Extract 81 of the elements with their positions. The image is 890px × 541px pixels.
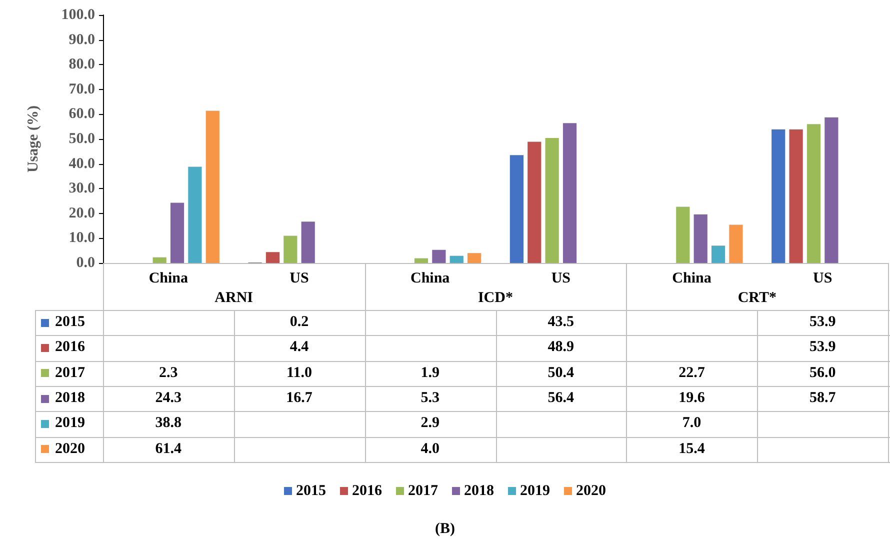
y-tick-label: 60.0 bbox=[68, 106, 95, 122]
bar bbox=[824, 117, 838, 263]
data-label: 19.6 bbox=[678, 389, 706, 408]
bar bbox=[528, 142, 542, 263]
x-tick-label: China bbox=[148, 270, 189, 286]
bar bbox=[729, 224, 743, 263]
data-label: 2.3 bbox=[158, 364, 179, 383]
data-label: 11.0 bbox=[286, 364, 313, 383]
data-label: 1.9 bbox=[420, 364, 440, 383]
data-label: 4.0 bbox=[420, 440, 440, 459]
bar bbox=[206, 110, 220, 263]
data-label: 43.5 bbox=[546, 313, 576, 332]
bar bbox=[414, 258, 428, 263]
bar bbox=[152, 257, 166, 263]
data-label: 56.4 bbox=[546, 389, 576, 408]
y-tick-label: 10.0 bbox=[68, 230, 95, 246]
legend-label: 2017 bbox=[55, 364, 85, 382]
x-tick-label: US bbox=[290, 270, 309, 286]
bar bbox=[468, 253, 482, 263]
bar bbox=[806, 124, 821, 263]
data-label: 38.8 bbox=[154, 414, 183, 434]
bar bbox=[772, 129, 786, 263]
data-label: 61.4 bbox=[154, 440, 183, 459]
text: (B) bbox=[434, 520, 456, 538]
legend-label: 2015 bbox=[55, 314, 85, 332]
bar bbox=[301, 222, 315, 263]
bar bbox=[789, 129, 803, 263]
data-label: 48.9 bbox=[546, 338, 576, 358]
text: 2020 bbox=[576, 482, 606, 498]
data-label: 0.2 bbox=[288, 313, 310, 332]
legend-label: 2018 bbox=[55, 390, 85, 408]
text: 2019 bbox=[520, 482, 550, 498]
bar bbox=[676, 206, 690, 263]
bar bbox=[545, 138, 559, 263]
x-tick-label: US bbox=[812, 270, 832, 286]
data-label: 5.3 bbox=[420, 389, 440, 408]
y-tick-label: 0.0 bbox=[76, 255, 95, 271]
bar bbox=[432, 250, 446, 263]
data-label: 4.4 bbox=[288, 338, 310, 358]
x-tick-label: China bbox=[410, 270, 450, 286]
data-label: 16.7 bbox=[285, 389, 314, 408]
text: CRT* bbox=[736, 288, 778, 308]
y-tick-label: 40.0 bbox=[68, 156, 95, 172]
text: 2018 bbox=[464, 482, 494, 498]
data-label: 56.0 bbox=[808, 364, 837, 383]
y-tick-label: 70.0 bbox=[68, 81, 95, 98]
y-tick-label: 50.0 bbox=[68, 131, 95, 147]
text: 2015 bbox=[296, 482, 326, 498]
data-label: 22.7 bbox=[678, 364, 706, 383]
y-tick-label: 20.0 bbox=[68, 205, 95, 222]
data-label: 50.4 bbox=[546, 364, 576, 383]
text: ICD* bbox=[476, 288, 514, 308]
y-axis-title: Usage (%) bbox=[26, 105, 42, 173]
data-label: 53.9 bbox=[808, 313, 837, 332]
data-label: 7.0 bbox=[681, 414, 702, 434]
y-tick-label: 80.0 bbox=[68, 56, 95, 73]
data-label: 58.7 bbox=[808, 389, 837, 408]
data-label: 53.9 bbox=[808, 338, 837, 358]
bar bbox=[562, 123, 577, 263]
x-tick-label: China bbox=[672, 270, 712, 286]
text: 2017 bbox=[408, 482, 438, 498]
bar bbox=[266, 252, 280, 263]
y-tick-label: 100.0 bbox=[61, 7, 95, 23]
text: ARNI bbox=[214, 288, 254, 308]
bar bbox=[170, 202, 184, 263]
legend-label: 2019 bbox=[55, 415, 85, 432]
data-label: 15.4 bbox=[678, 440, 706, 459]
legend-label: 2020 bbox=[55, 440, 85, 458]
text: 2016 bbox=[352, 482, 382, 498]
data-label: 24.3 bbox=[154, 389, 183, 408]
x-tick-label: US bbox=[551, 270, 571, 286]
y-tick-label: 90.0 bbox=[68, 32, 95, 48]
bar bbox=[711, 246, 726, 263]
legend-label: 2016 bbox=[55, 339, 85, 356]
data-label: 2.9 bbox=[420, 414, 440, 434]
bar bbox=[188, 166, 202, 263]
y-tick-label: 30.0 bbox=[68, 180, 95, 197]
bar bbox=[450, 256, 464, 263]
bar bbox=[510, 155, 524, 263]
bar bbox=[284, 236, 298, 263]
bar bbox=[694, 214, 708, 263]
